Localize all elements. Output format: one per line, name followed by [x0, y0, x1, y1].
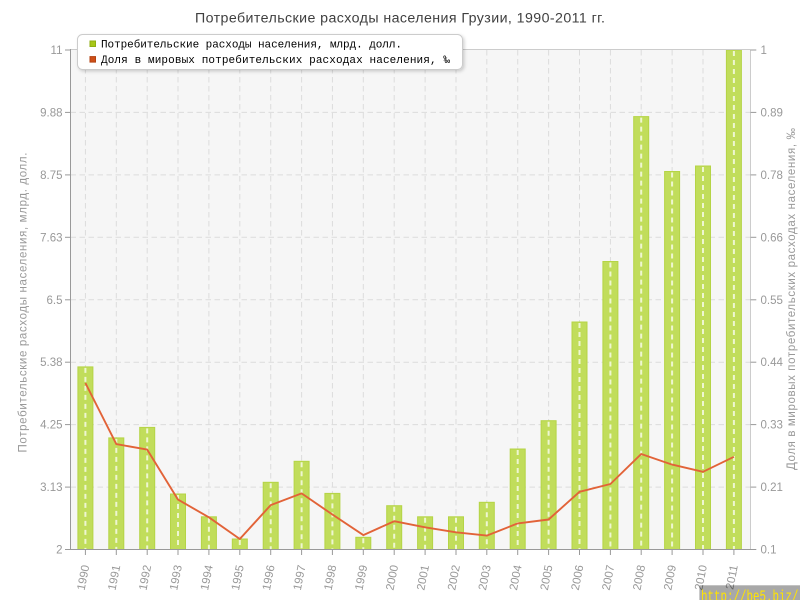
svg-text:11: 11 — [51, 45, 63, 57]
svg-text:Доля в мировых потребительских: Доля в мировых потребительских расходах … — [786, 127, 798, 470]
svg-text:1990: 1990 — [76, 564, 93, 591]
svg-text:1993: 1993 — [168, 564, 185, 591]
svg-text:7.63: 7.63 — [40, 232, 62, 244]
svg-text:2000: 2000 — [384, 564, 401, 591]
svg-text:1998: 1998 — [323, 564, 340, 591]
svg-text:4.25: 4.25 — [40, 420, 62, 432]
svg-text:0.1: 0.1 — [761, 545, 777, 557]
svg-text:Доля в мировых потребительских: Доля в мировых потребительских расходах … — [101, 54, 450, 67]
svg-text:2010: 2010 — [693, 564, 710, 591]
svg-text:2: 2 — [56, 545, 62, 557]
svg-text:1999: 1999 — [354, 564, 371, 591]
svg-text:1996: 1996 — [261, 564, 278, 591]
svg-text:2008: 2008 — [631, 564, 648, 591]
svg-text:http://be5.biz/: http://be5.biz/ — [701, 588, 799, 600]
svg-text:2001: 2001 — [415, 564, 432, 591]
svg-text:5.38: 5.38 — [40, 357, 62, 369]
svg-text:1995: 1995 — [230, 564, 247, 591]
svg-text:Потребительские расходы населе: Потребительские расходы населения Грузии… — [195, 10, 605, 26]
svg-text:0.44: 0.44 — [761, 357, 784, 369]
svg-text:0.55: 0.55 — [761, 295, 783, 307]
svg-text:2003: 2003 — [477, 564, 494, 591]
svg-text:Потребительские расходы населе: Потребительские расходы населения, млрд.… — [101, 39, 402, 52]
svg-text:0.21: 0.21 — [761, 482, 783, 494]
svg-text:0.66: 0.66 — [761, 232, 783, 244]
svg-text:Потребительские расходы населе: Потребительские расходы населения, млрд.… — [18, 153, 30, 453]
svg-text:1997: 1997 — [292, 564, 309, 591]
svg-text:8.75: 8.75 — [40, 170, 62, 182]
svg-text:2004: 2004 — [508, 564, 525, 592]
svg-text:1991: 1991 — [107, 564, 124, 591]
svg-text:2009: 2009 — [662, 564, 679, 591]
svg-text:2011: 2011 — [724, 564, 740, 591]
svg-text:0.33: 0.33 — [761, 420, 783, 432]
svg-text:1992: 1992 — [137, 564, 154, 591]
svg-text:0.89: 0.89 — [761, 107, 783, 119]
svg-text:9.88: 9.88 — [40, 107, 62, 119]
svg-text:3.13: 3.13 — [40, 482, 62, 494]
svg-text:2005: 2005 — [539, 564, 556, 591]
svg-text:2007: 2007 — [601, 564, 618, 591]
svg-text:6.5: 6.5 — [47, 295, 63, 307]
svg-text:2006: 2006 — [570, 564, 587, 591]
svg-text:0.78: 0.78 — [761, 170, 783, 182]
svg-text:2002: 2002 — [446, 564, 463, 591]
svg-text:1: 1 — [761, 45, 767, 57]
svg-text:1994: 1994 — [199, 564, 216, 592]
